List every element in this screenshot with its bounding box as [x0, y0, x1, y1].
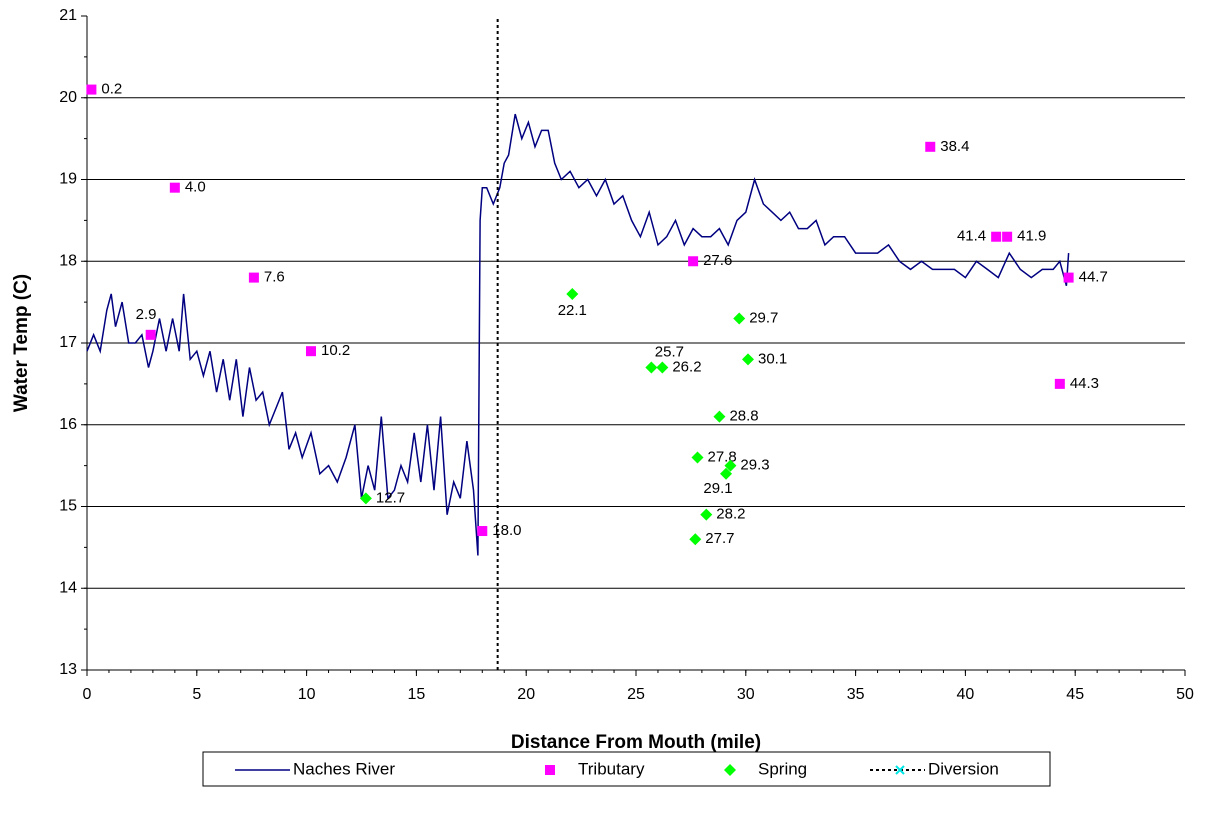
legend-marker: [724, 764, 736, 776]
x-tick-label: 45: [1066, 686, 1084, 703]
point-label: 27.7: [705, 530, 734, 547]
x-tick-label: 35: [847, 686, 865, 703]
point-label: 25.7: [655, 343, 684, 360]
point-label: 26.2: [672, 358, 701, 375]
point: [305, 346, 316, 357]
y-tick-label: 18: [59, 252, 77, 269]
point-label: 7.6: [264, 269, 285, 286]
point-label: 29.7: [749, 309, 778, 326]
point-label: 28.8: [729, 408, 758, 425]
point-label: 44.3: [1070, 375, 1099, 392]
x-tick-label: 10: [298, 686, 316, 703]
point-label: 29.1: [703, 480, 732, 497]
legend-label: Tributary: [578, 759, 645, 778]
point-label: 27.6: [703, 252, 732, 269]
point-label: 2.9: [136, 306, 157, 323]
point: [1063, 272, 1074, 283]
point: [86, 84, 97, 95]
point: [700, 508, 713, 521]
y-tick-label: 14: [59, 579, 77, 596]
point-label: 22.1: [558, 302, 587, 319]
point: [248, 272, 259, 283]
legend-label: Diversion: [928, 759, 999, 778]
y-tick-label: 21: [59, 7, 77, 24]
y-axis-title: Water Temp (C): [11, 274, 32, 412]
point-label: 38.4: [940, 138, 969, 155]
point-label: 44.7: [1079, 269, 1108, 286]
point: [733, 312, 746, 325]
point-label: 0.2: [101, 81, 122, 98]
point: [1002, 231, 1013, 242]
point-label: 10.2: [321, 342, 350, 359]
point-label: 41.9: [1017, 228, 1046, 245]
x-tick-label: 0: [83, 686, 92, 703]
point: [741, 353, 754, 366]
point: [925, 141, 936, 152]
point: [359, 492, 372, 505]
x-tick-label: 25: [627, 686, 645, 703]
point-label: 29.3: [740, 457, 769, 474]
point: [1054, 378, 1065, 389]
point-label: 4.0: [185, 179, 206, 196]
point: [169, 182, 180, 193]
point: [720, 467, 733, 480]
point-label: 28.2: [716, 506, 745, 523]
x-axis-title: Distance From Mouth (mile): [511, 732, 761, 753]
point: [691, 451, 704, 464]
point: [566, 287, 579, 300]
point: [724, 459, 737, 472]
river-line: [86, 113, 1070, 556]
x-tick-label: 50: [1176, 686, 1194, 703]
point-label: 12.7: [376, 489, 405, 506]
legend-marker: [895, 765, 905, 775]
point: [689, 533, 702, 546]
point: [991, 231, 1002, 242]
x-tick-label: 5: [192, 686, 201, 703]
y-tick-label: 19: [59, 171, 77, 188]
legend-label: Naches River: [293, 759, 395, 778]
x-tick-label: 30: [737, 686, 755, 703]
x-tick-label: 40: [957, 686, 975, 703]
x-tick-label: 20: [517, 686, 535, 703]
point: [688, 256, 699, 267]
point: [713, 410, 726, 423]
y-tick-label: 15: [59, 498, 77, 515]
y-tick-label: 20: [59, 89, 77, 106]
y-tick-label: 17: [59, 334, 77, 351]
y-tick-label: 16: [59, 416, 77, 433]
point: [656, 361, 669, 374]
point: [145, 329, 156, 340]
point-label: 18.0: [492, 522, 521, 539]
point: [645, 361, 658, 374]
point-label: 30.1: [758, 350, 787, 367]
point: [477, 526, 488, 537]
legend-label: Spring: [758, 759, 807, 778]
point-label: 41.4: [957, 228, 986, 245]
y-tick-label: 13: [59, 661, 77, 678]
legend-marker: [545, 765, 555, 775]
x-tick-label: 15: [408, 686, 426, 703]
